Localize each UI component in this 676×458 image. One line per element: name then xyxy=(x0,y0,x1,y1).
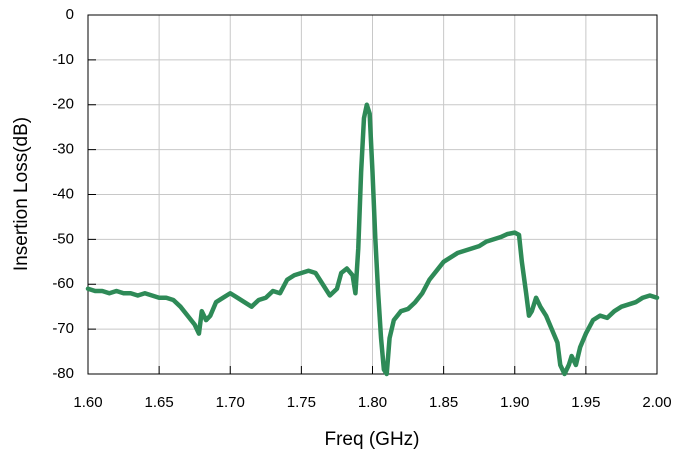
x-tick-label: 1.95 xyxy=(571,394,600,411)
y-tick-label: 0 xyxy=(66,6,74,23)
x-tick-label: 1.90 xyxy=(500,394,529,411)
x-tick-label: 2.00 xyxy=(642,394,671,411)
x-tick-label: 1.70 xyxy=(216,394,245,411)
y-tick-label: -60 xyxy=(52,275,74,292)
x-tick-label: 1.75 xyxy=(287,394,316,411)
y-tick-label: -30 xyxy=(52,141,74,158)
y-tick-label: -20 xyxy=(52,96,74,113)
x-tick-label: 1.85 xyxy=(429,394,458,411)
plot-frame xyxy=(87,14,658,375)
x-tick-label: 1.60 xyxy=(73,394,102,411)
y-tick-label: -80 xyxy=(52,365,74,382)
x-axis-label: Freq (GHz) xyxy=(325,429,420,450)
y-axis-label: Insertion Loss(dB) xyxy=(11,117,32,271)
x-tick-label: 1.80 xyxy=(358,394,387,411)
x-tick-label: 1.65 xyxy=(145,394,174,411)
y-tick-label: -70 xyxy=(52,320,74,337)
y-tick-label: -10 xyxy=(52,51,74,68)
y-tick-label: -40 xyxy=(52,185,74,202)
data-line xyxy=(85,102,660,377)
y-tick-label: -50 xyxy=(52,230,74,247)
